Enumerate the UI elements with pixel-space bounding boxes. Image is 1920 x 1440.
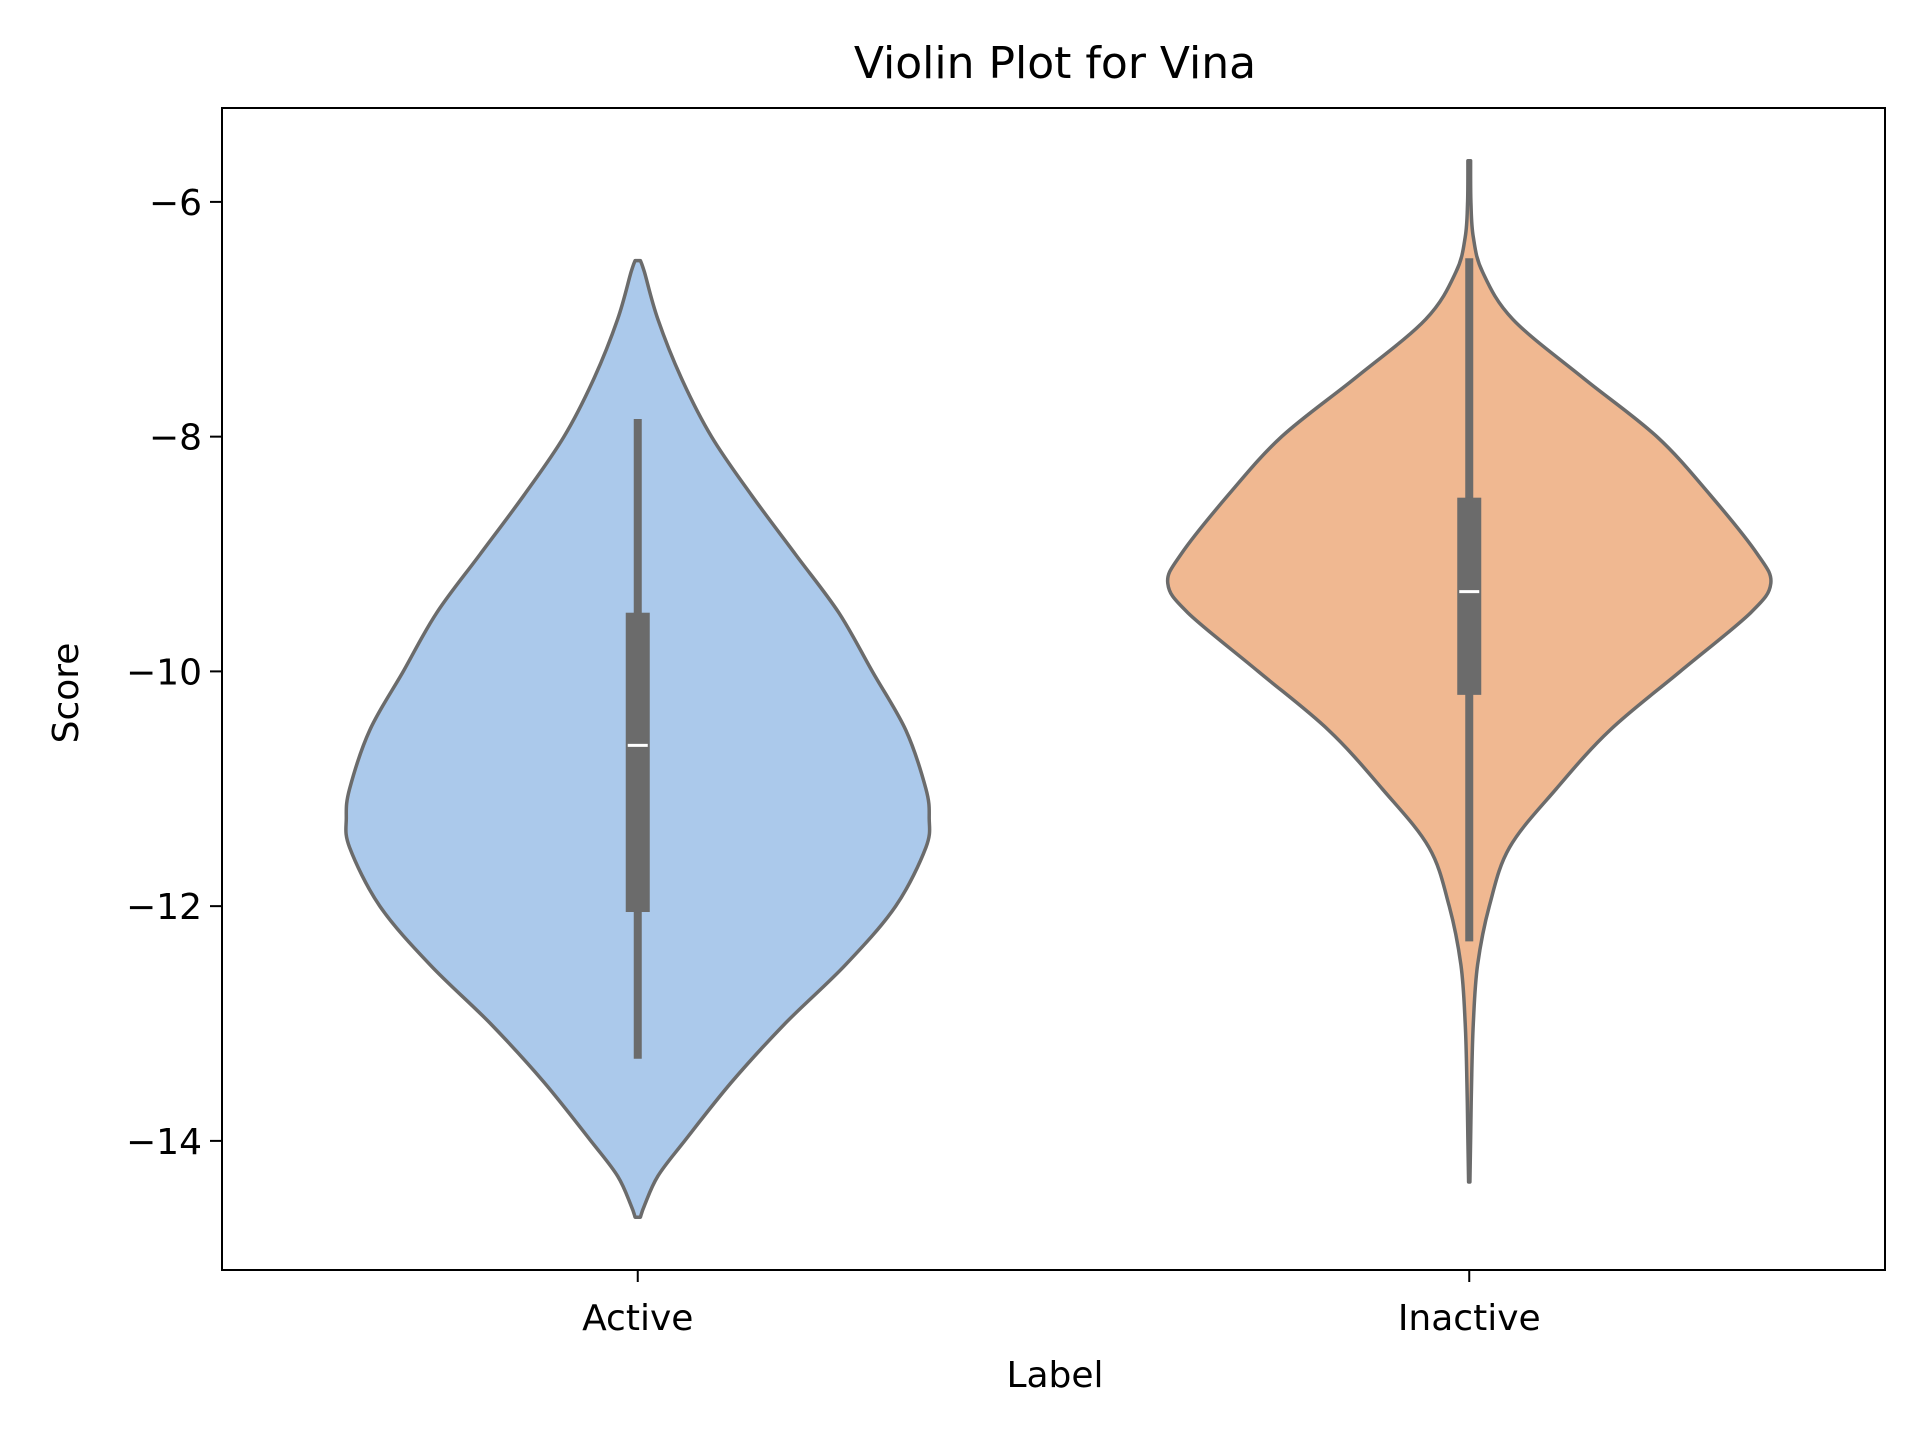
y-tick-label: −12 (126, 887, 202, 928)
y-tick-label: −10 (126, 652, 202, 693)
y-axis-label: Score (46, 643, 87, 744)
iqr-box-active (625, 612, 650, 913)
y-tick-label: −8 (149, 418, 202, 459)
x-tick-label-active: Active (582, 1298, 693, 1339)
y-tick-label: −14 (126, 1122, 202, 1163)
x-axis: Active Inactive (582, 1270, 1541, 1339)
chart-title: Violin Plot for Vina (854, 38, 1256, 89)
y-axis: −6 −8 −10 −12 −14 (126, 183, 222, 1163)
x-tick-label-inactive: Inactive (1398, 1298, 1541, 1339)
y-tick-label: −6 (149, 183, 202, 224)
x-axis-label: Label (1006, 1355, 1103, 1396)
plot-area (344, 159, 1773, 1219)
iqr-box-inactive (1457, 497, 1482, 695)
plot-frame (221, 107, 1886, 1271)
